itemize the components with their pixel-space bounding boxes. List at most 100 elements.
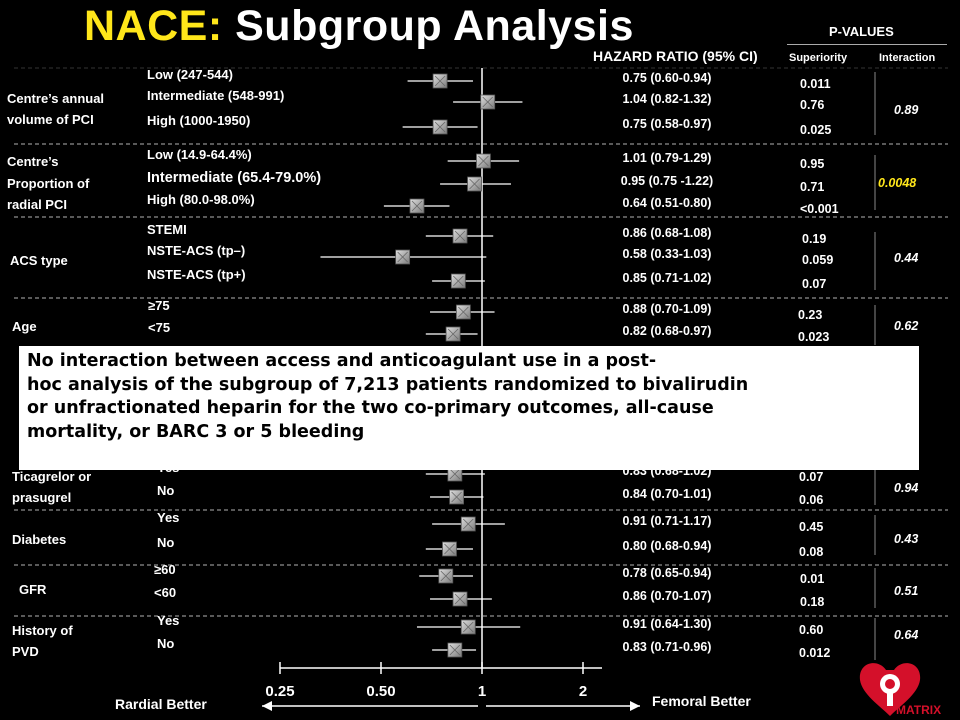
p-superiority-value: 0.71 [800, 180, 825, 194]
x-axis-tick-label: 2 [579, 683, 587, 700]
logo-text: MATRIX [896, 703, 941, 717]
p-interaction-value: 0.43 [894, 532, 919, 546]
hr-marker-hatch [462, 518, 474, 530]
subgroup-name: Centre’s [7, 154, 59, 169]
subgroup-row-label: Yes [157, 510, 180, 525]
x-axis-tick-label: 1 [478, 683, 486, 700]
subgroup-row-label: <75 [148, 320, 171, 335]
p-interaction-value: 0.51 [894, 584, 919, 598]
subgroup-name: volume of PCI [7, 112, 94, 127]
p-superiority-value: 0.19 [802, 232, 827, 246]
callout-note: No interaction between access and antico… [19, 346, 919, 470]
hazard-ratio-value: 0.75 (0.58-0.97) [622, 117, 712, 131]
subgroup-row-label: NSTE-ACS (tp–) [147, 243, 246, 258]
p-superiority-value: 0.023 [798, 330, 830, 344]
p-superiority-value: 0.23 [798, 308, 823, 322]
subgroup-row-label: NSTE-ACS (tp+) [147, 267, 246, 282]
hazard-ratio-value: 0.75 (0.60-0.94) [622, 71, 712, 85]
subgroup-row-label: No [157, 535, 175, 550]
p-interaction-value: 0.64 [894, 628, 919, 642]
p-superiority-value: 0.08 [799, 545, 824, 559]
hr-marker-hatch [434, 75, 446, 87]
subgroup-row-label: Intermediate (548-991) [147, 88, 285, 103]
interaction-column-header: Interaction [879, 52, 936, 64]
subgroup-name: radial PCI [7, 197, 67, 212]
subgroup-name: prasugrel [12, 490, 72, 505]
subgroup-name: Proportion of [7, 176, 90, 191]
p-superiority-value: 0.18 [800, 595, 825, 609]
hazard-ratio-value: 0.95 (0.75 -1.22) [620, 174, 714, 188]
p-interaction-value: 0.94 [894, 481, 919, 495]
callout-line: mortality, or BARC 3 or 5 bleeding [27, 421, 365, 442]
subgroup-row-label: Low (14.9-64.4%) [147, 147, 252, 162]
hazard-ratio-value: 0.91 (0.64-1.30) [622, 617, 712, 631]
subgroup-row-label: High (80.0-98.0%) [147, 192, 255, 207]
hazard-ratio-value: 0.86 (0.68-1.08) [622, 226, 712, 240]
subgroup-name: History of [12, 623, 73, 638]
p-superiority-value: 0.01 [800, 572, 825, 586]
subgroup-name: GFR [19, 582, 47, 597]
hazard-ratio-value: 0.91 (0.71-1.17) [622, 514, 712, 528]
p-superiority-value: 0.60 [799, 623, 824, 637]
hr-marker-hatch [454, 230, 466, 242]
hr-marker-hatch [469, 178, 480, 190]
p-superiority-value: 0.06 [799, 493, 824, 507]
hazard-ratio-value: 0.82 (0.68-0.97) [622, 324, 712, 338]
hr-marker-hatch [453, 275, 464, 287]
x-axis-tick-label: 0.25 [265, 683, 294, 700]
p-interaction-value: 0.0048 [878, 176, 917, 190]
hazard-ratio-value: 0.80 (0.68-0.94) [622, 539, 712, 553]
hr-marker-hatch [478, 155, 489, 167]
p-superiority-value: 0.012 [799, 646, 831, 660]
p-values-header: P-VALUES [829, 24, 894, 39]
hr-marker-hatch [449, 468, 461, 480]
p-superiority-value: 0.07 [799, 470, 824, 484]
hr-marker-hatch [462, 621, 474, 633]
hazard-ratio-value: 0.64 (0.51-0.80) [622, 196, 712, 210]
radial-arrow-icon [262, 701, 272, 711]
subgroup-row-label: No [157, 636, 175, 651]
subgroup-row-label: ≥75 [148, 298, 170, 313]
hr-marker-hatch [451, 491, 462, 503]
subgroup-name: Ticagrelor or [12, 469, 92, 484]
hazard-ratio-value: 0.88 (0.70-1.09) [622, 302, 712, 316]
slide-title: NACE: Subgroup Analysis [84, 2, 634, 51]
hr-marker-hatch [444, 543, 455, 555]
hr-marker-hatch [449, 644, 461, 656]
hazard-ratio-value: 0.58 (0.33-1.03) [622, 247, 712, 261]
hr-marker-hatch [482, 96, 493, 108]
subgroup-name: ACS type [10, 253, 68, 268]
subgroup-row-label: No [157, 483, 175, 498]
hazard-ratio-value: 0.78 (0.65-0.94) [622, 566, 712, 580]
subgroup-name: PVD [12, 644, 39, 659]
p-superiority-value: 0.76 [800, 98, 825, 112]
p-superiority-value: 0.011 [800, 77, 831, 91]
p-interaction-value: 0.89 [894, 103, 919, 117]
hazard-ratio-value: 1.01 (0.79-1.29) [622, 151, 712, 165]
subgroup-row-label: <60 [154, 585, 177, 600]
subgroup-row-label: High (1000-1950) [147, 113, 251, 128]
p-values-underline [787, 44, 947, 45]
hr-marker-hatch [454, 593, 466, 605]
superiority-column-header: Superiority [789, 52, 848, 64]
hazard-ratio-value: 0.86 (0.70-1.07) [622, 589, 712, 603]
title-acronym: NACE: [84, 2, 223, 50]
hazard-ratio-value: 0.84 (0.70-1.01) [622, 487, 712, 501]
p-superiority-value: 0.059 [802, 253, 834, 267]
callout-line: hoc analysis of the subgroup of 7,213 pa… [27, 374, 749, 395]
x-axis-tick-label: 0.50 [366, 683, 395, 700]
callout-line: or unfractionated heparin for the two co… [27, 398, 714, 418]
subgroup-row-label: Yes [157, 613, 180, 628]
subgroup-row-label: STEMI [147, 222, 187, 237]
hazard-ratio-value: 1.04 (0.82-1.32) [622, 92, 712, 106]
subgroup-row-label: ≥60 [154, 562, 176, 577]
subgroup-name: Diabetes [12, 532, 67, 547]
callout-line: No interaction between access and antico… [27, 351, 657, 371]
hazard-ratio-value: 0.83 (0.71-0.96) [622, 640, 712, 654]
p-superiority-value: 0.95 [800, 157, 825, 171]
p-interaction-value: 0.44 [894, 251, 919, 265]
femoral-better-label: Femoral Better [652, 693, 751, 709]
hazard-ratio-value: 0.85 (0.71-1.02) [622, 271, 712, 285]
femoral-arrow-icon [630, 701, 640, 711]
subgroup-row-label: Intermediate (65.4-79.0%) [147, 170, 322, 186]
